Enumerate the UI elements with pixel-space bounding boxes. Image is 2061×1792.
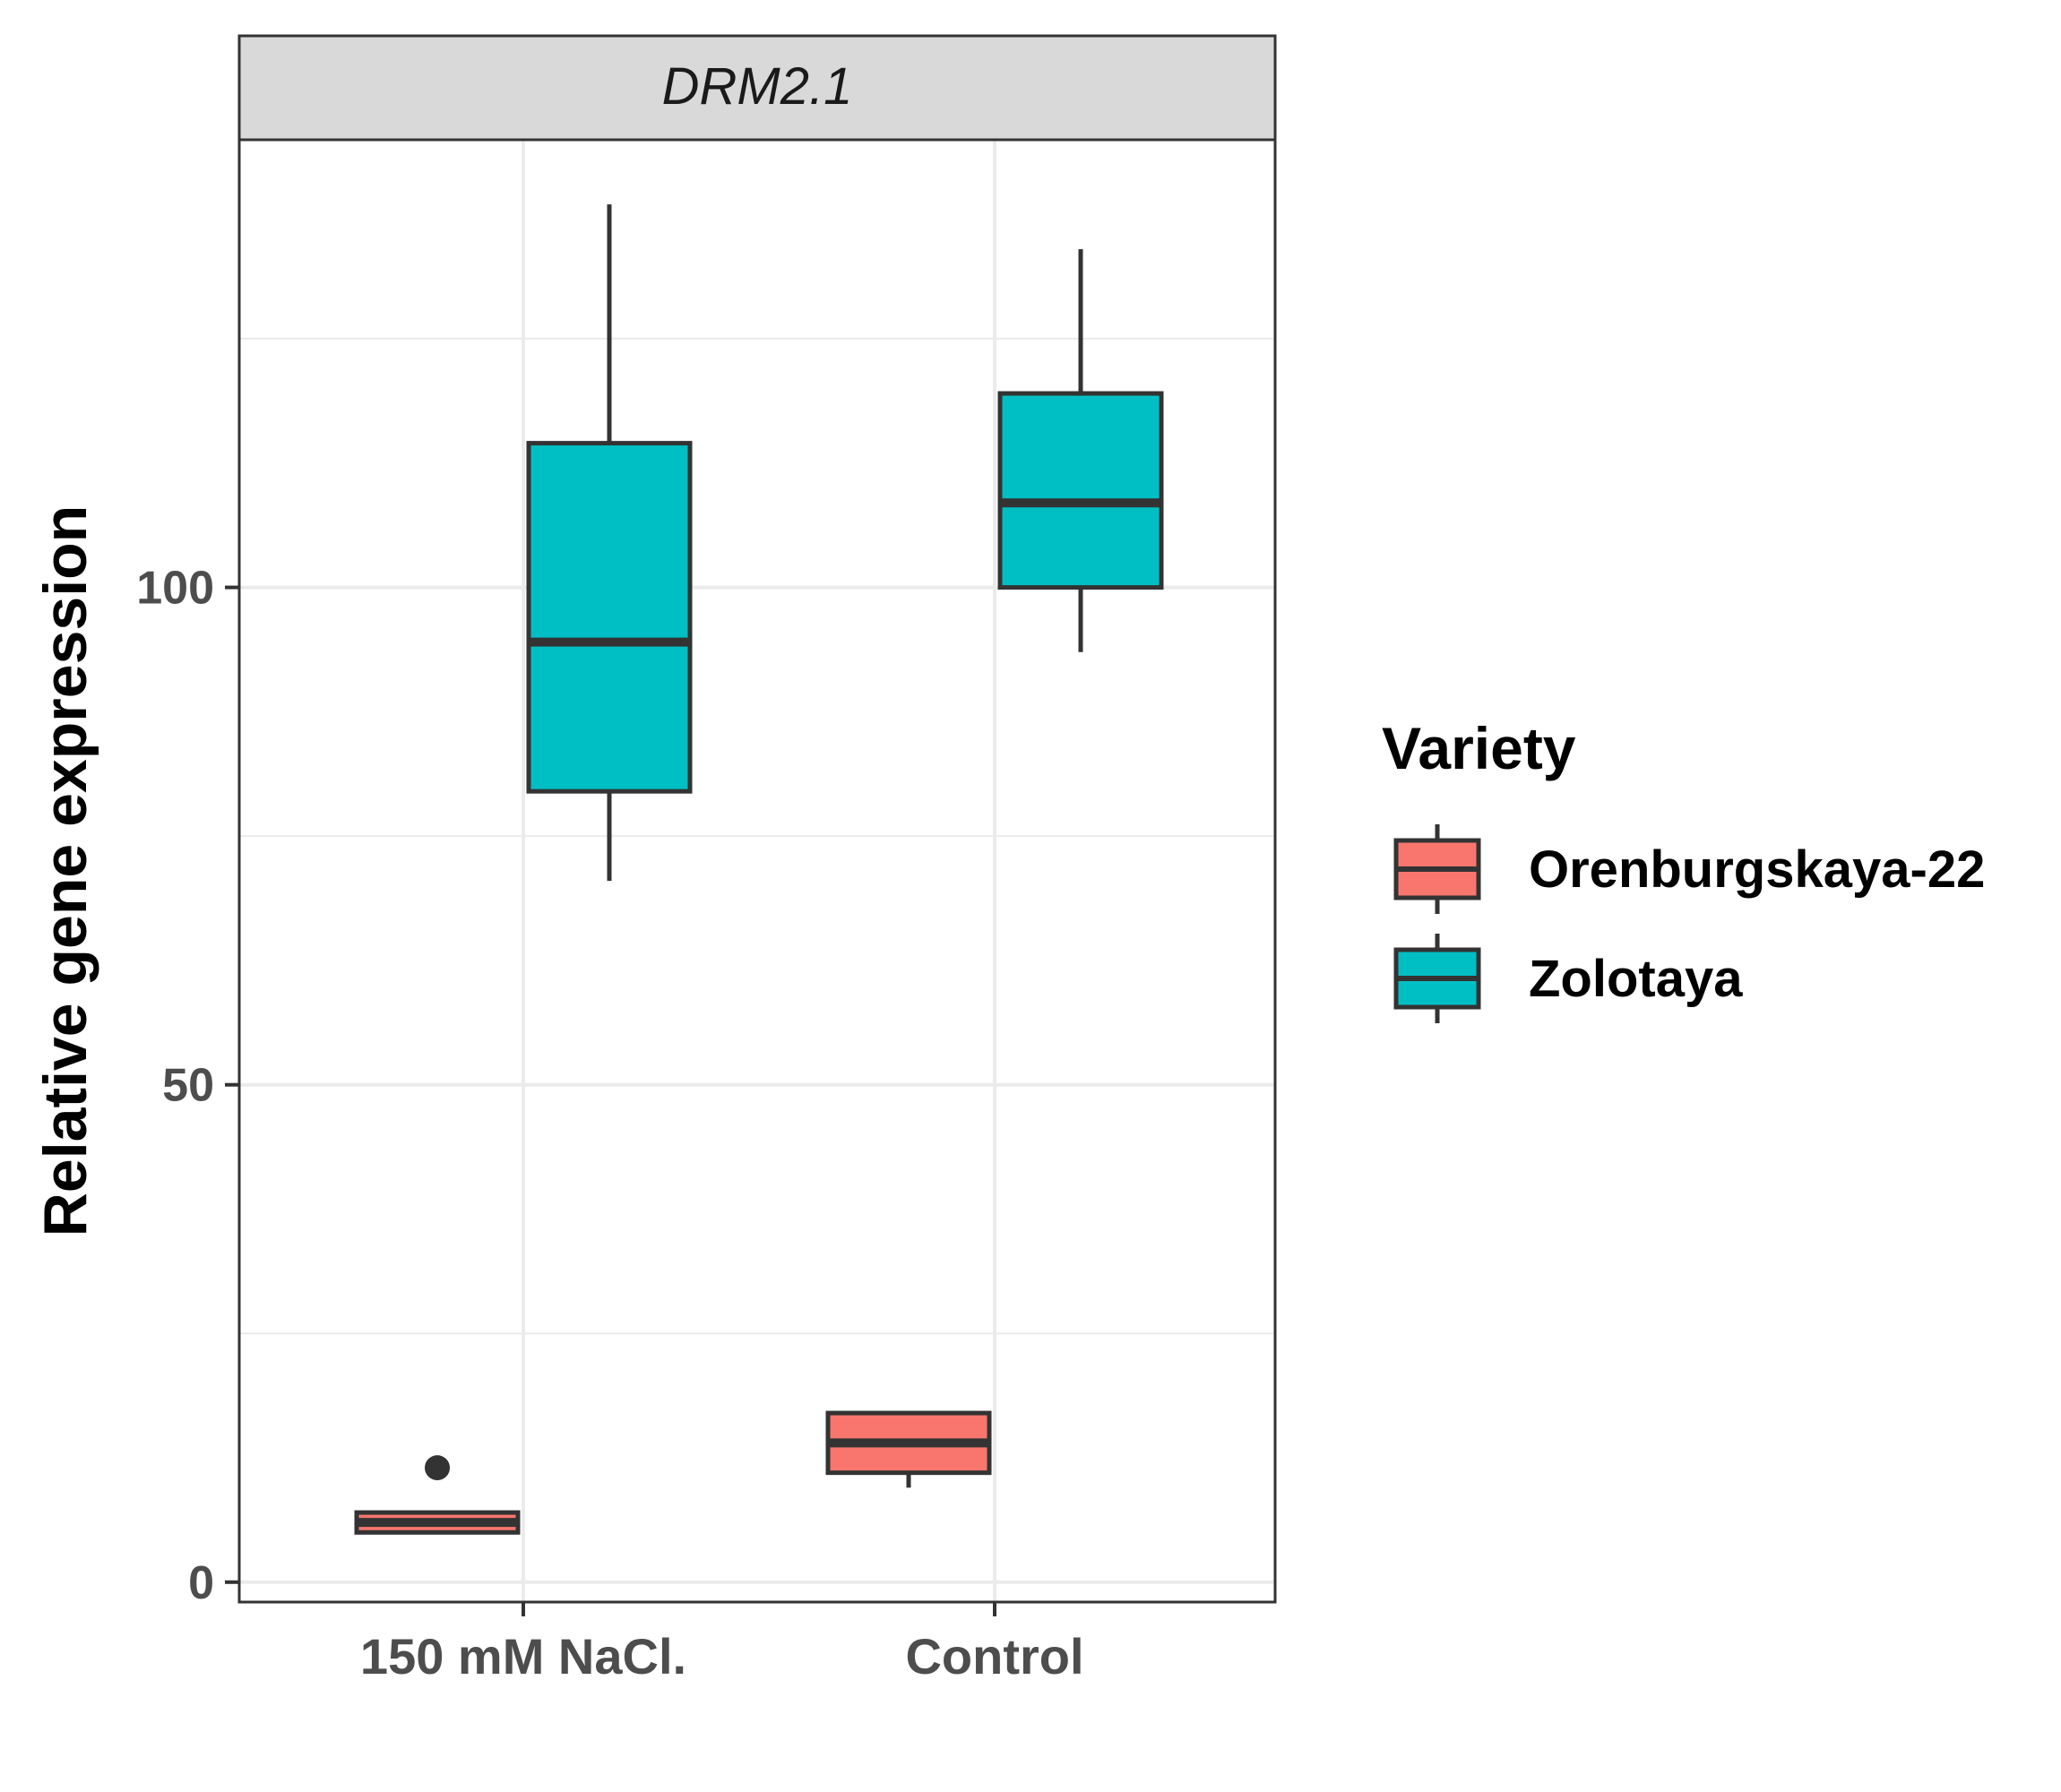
axes: 0 50 100 150 mM NaCl. Control	[136, 563, 1083, 1684]
facet-strip	[237, 34, 1277, 142]
legend-items: Orenburgskaya-22 Zolotaya	[1393, 824, 1985, 1023]
x-tick-label: 150 mM NaCl.	[360, 1628, 686, 1684]
legend-label: Zolotaya	[1529, 950, 1743, 1008]
boxplot	[354, 1455, 521, 1535]
legend: Variety Orenburgskaya-22 Zolotaya	[1382, 715, 1985, 1023]
box	[997, 391, 1164, 590]
legend-label: Orenburgskaya-22	[1529, 840, 1985, 899]
boxplot	[997, 249, 1164, 652]
legend-item: Zolotaya	[1393, 934, 1743, 1023]
boxplot	[825, 1410, 992, 1488]
outlier-point	[425, 1455, 450, 1481]
x-tick-label: Control	[905, 1628, 1083, 1684]
legend-item: Orenburgskaya-22	[1393, 824, 1985, 914]
y-tick-label: 0	[188, 1557, 214, 1609]
boxplots	[354, 204, 1164, 1535]
legend-title: Variety	[1382, 715, 1576, 781]
box	[526, 441, 693, 794]
facet-label: DRM2.1	[662, 57, 853, 116]
y-axis-title: Relative gene expression	[31, 505, 99, 1236]
y-tick-label: 50	[162, 1060, 214, 1112]
grid-lines	[239, 140, 1275, 1602]
y-tick-label: 100	[136, 563, 214, 615]
plot-panel	[239, 140, 1275, 1602]
boxplot	[526, 204, 693, 882]
